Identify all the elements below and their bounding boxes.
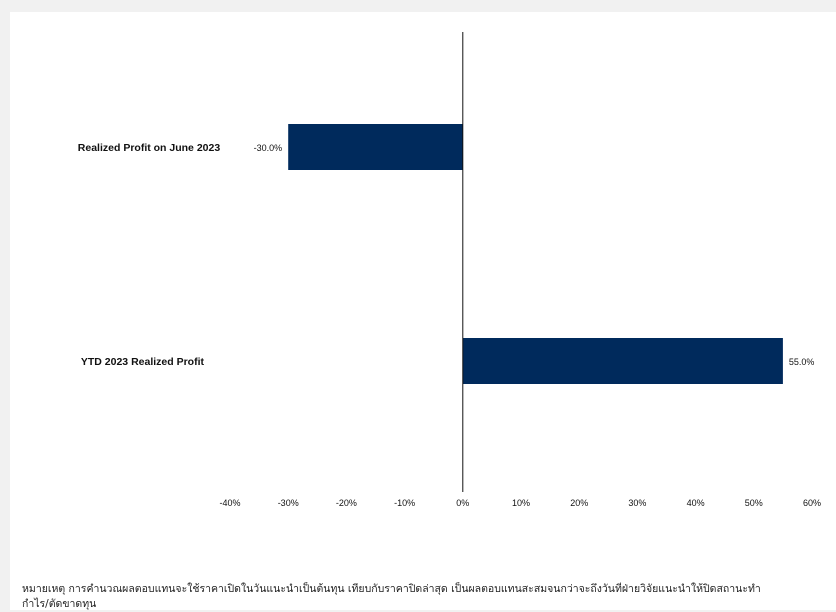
x-tick-label: 0% [456, 498, 469, 508]
value-label-2: 55.0% [789, 357, 815, 367]
x-tick-label: 60% [803, 498, 821, 508]
category-label-2: YTD 2023 Realized Profit [81, 356, 205, 368]
x-tick-label: 40% [687, 498, 705, 508]
x-tick-label: 30% [628, 498, 646, 508]
footnote-line-1: หมายเหตุ การคำนวณผลตอบแทนจะใช้ราคาเปิดใน… [22, 583, 761, 595]
x-tick-label: -10% [394, 498, 415, 508]
bar-2 [462, 338, 783, 384]
bar-1 [288, 124, 463, 170]
x-tick-label: 10% [512, 498, 530, 508]
bars-group [288, 124, 783, 384]
x-tick-label: -40% [219, 498, 240, 508]
footnote: หมายเหตุ การคำนวณผลตอบแทนจะใช้ราคาเปิดใน… [22, 582, 836, 612]
x-tick-label: -20% [336, 498, 357, 508]
category-label-1: Realized Profit on June 2023 [78, 142, 221, 154]
x-tick-label: -30% [278, 498, 299, 508]
x-tick-label: 20% [570, 498, 588, 508]
category-labels: Realized Profit on June 2023 YTD 2023 Rea… [78, 142, 221, 368]
bar-chart: Realized Profit on June 2023 YTD 2023 Rea… [78, 32, 821, 508]
footnote-line-2: กำไร/ตัดขาดทุน [22, 598, 97, 610]
x-tick-label: 50% [745, 498, 763, 508]
value-labels: -30.0% 55.0% [254, 143, 815, 367]
value-label-1: -30.0% [254, 143, 283, 153]
x-tick-labels: -40% -30% -20% -10% 0% 10% 20% 30% 40% 50% 60% [219, 498, 821, 508]
chart-panel: Realized Profit on June 2023 YTD 2023 Rea… [10, 12, 836, 610]
